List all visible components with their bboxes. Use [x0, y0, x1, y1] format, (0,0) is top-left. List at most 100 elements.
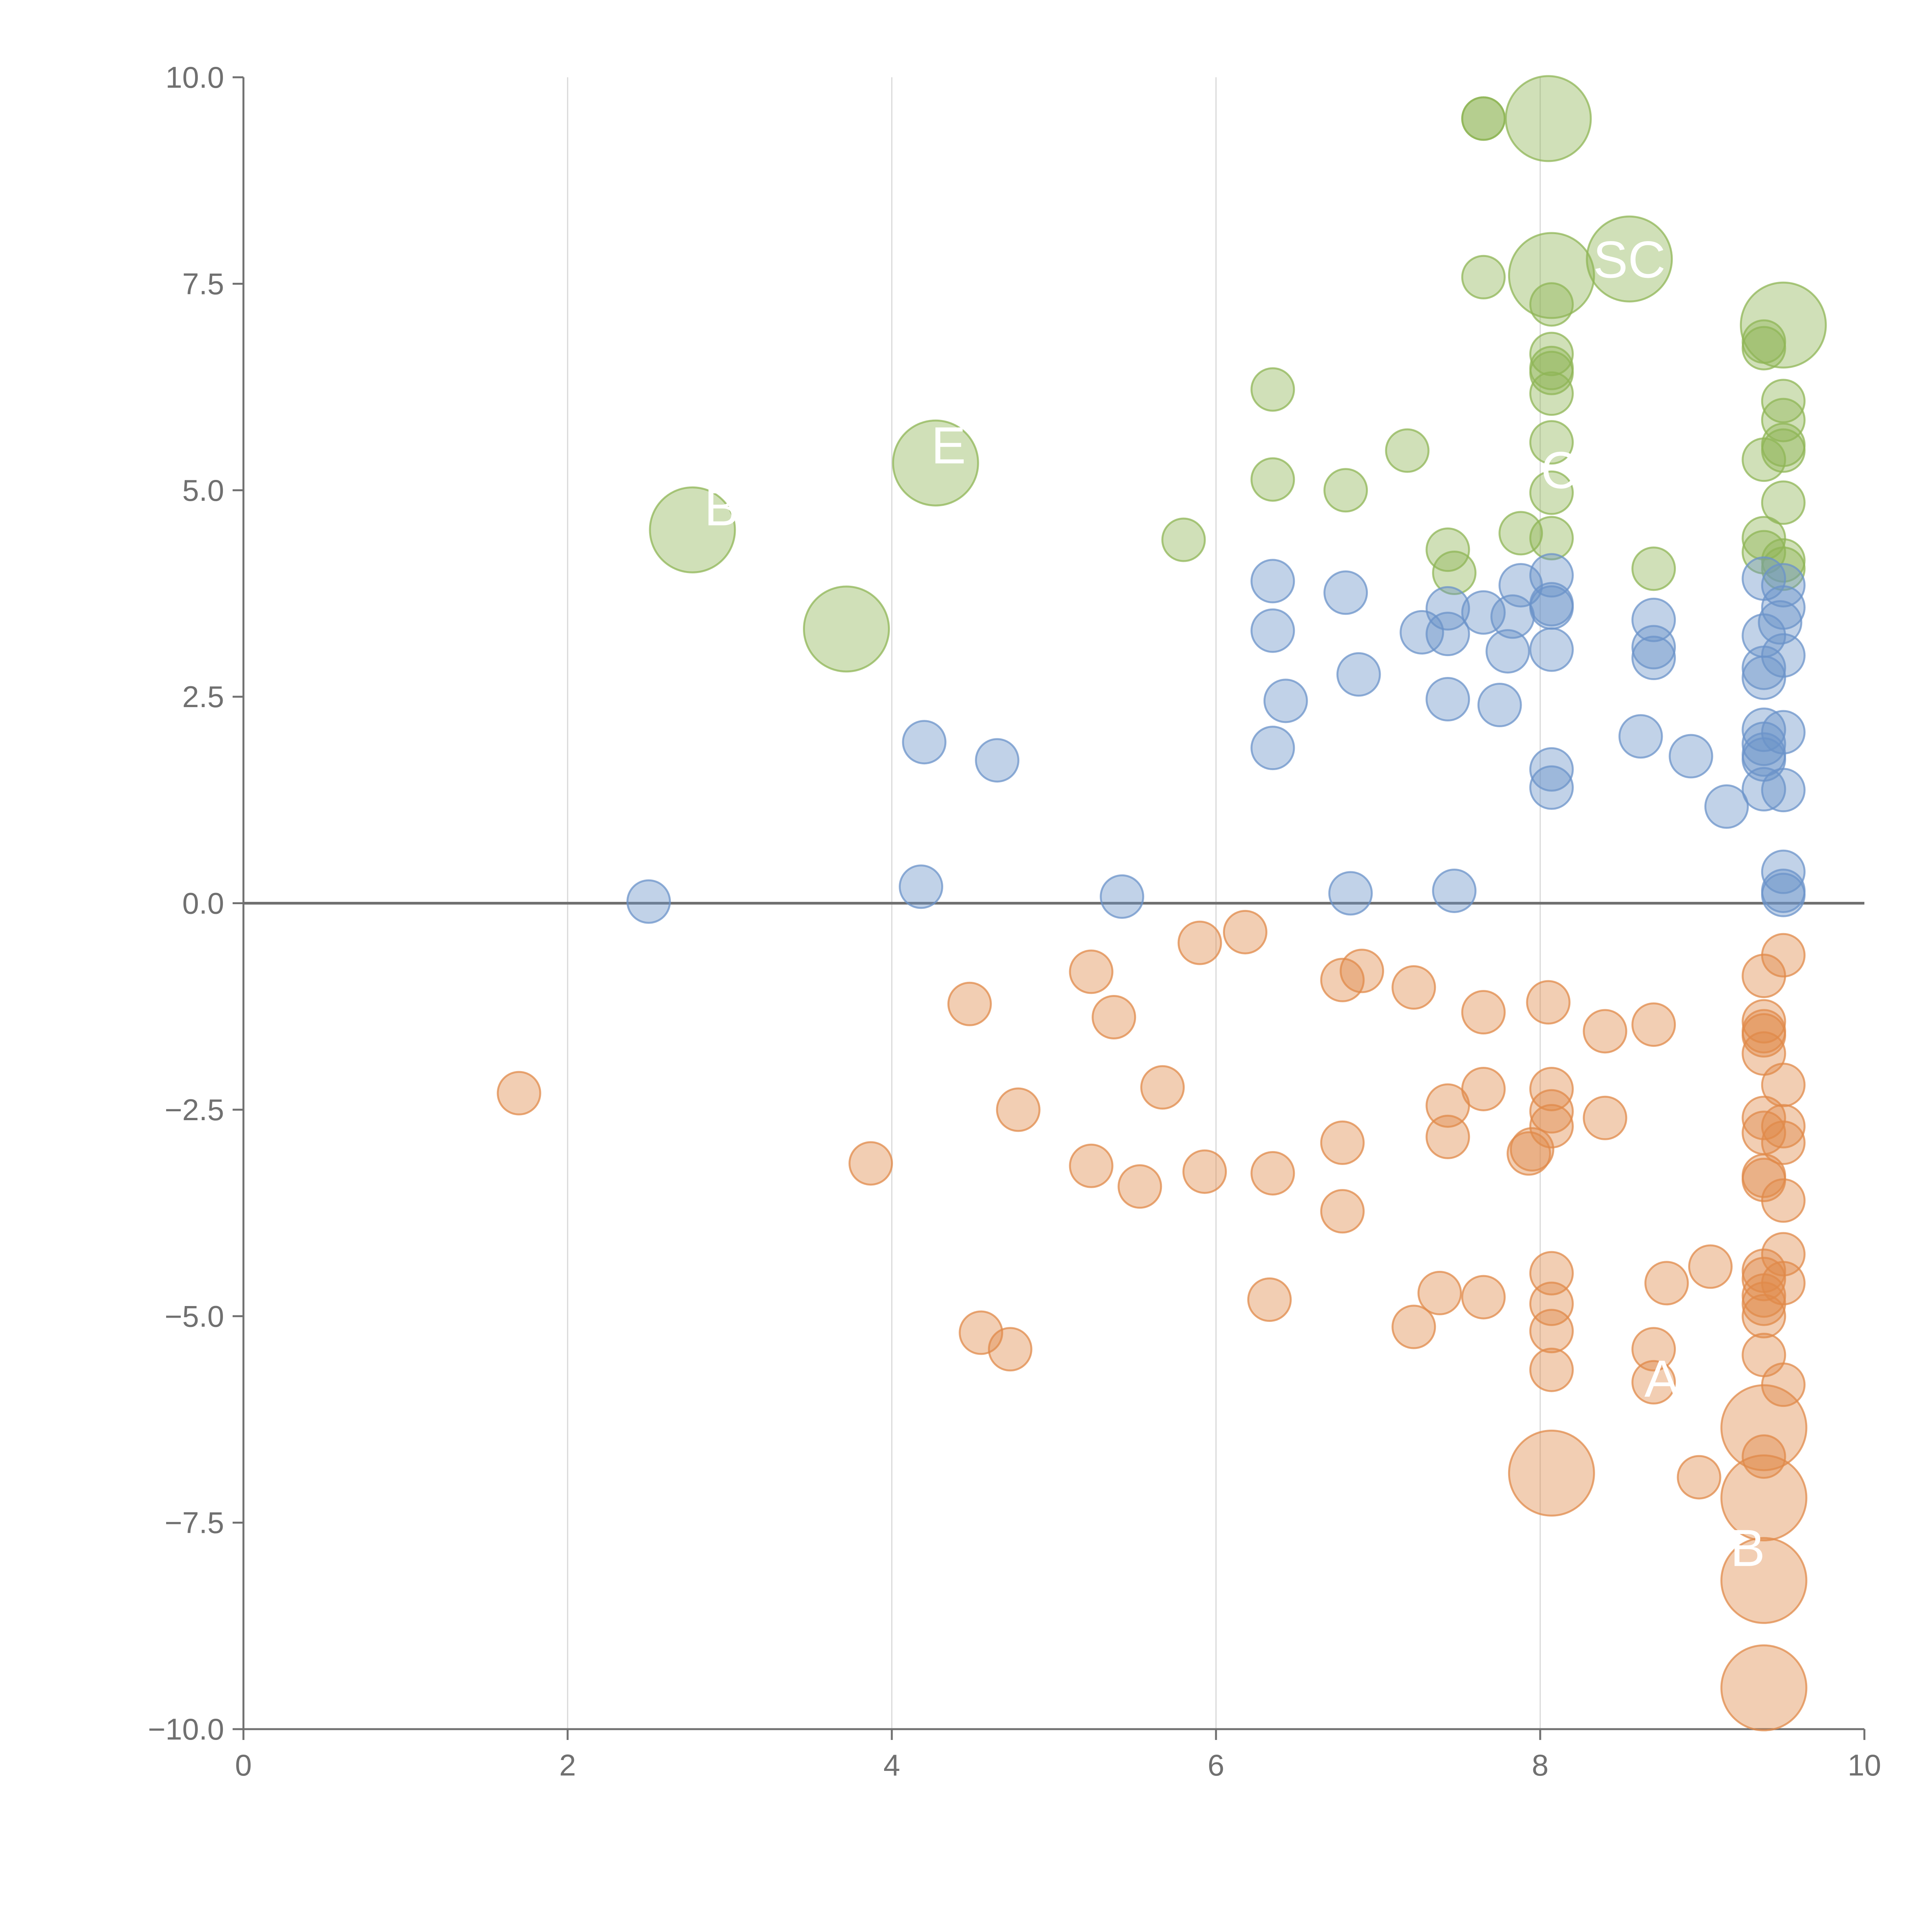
- bubble-annotation: B: [1730, 1519, 1765, 1577]
- data-point-negative: [1182, 1149, 1227, 1194]
- data-point-negative: [947, 981, 992, 1026]
- data-point-positive: [1263, 679, 1308, 723]
- data-point-high: [1586, 215, 1673, 303]
- data-point-positive: [1477, 683, 1522, 727]
- data-point-negative: [1761, 1178, 1806, 1223]
- data-point-negative: [1631, 1360, 1676, 1405]
- data-point-negative: [1742, 1257, 1786, 1301]
- data-point-positive: [1704, 784, 1749, 829]
- data-point-high: [1529, 470, 1574, 515]
- data-point-negative: [1320, 957, 1365, 1002]
- data-point-negative: [996, 1087, 1041, 1132]
- data-point-high: [1250, 457, 1295, 502]
- data-point-high: [1529, 282, 1574, 327]
- data-point-positive: [1631, 625, 1676, 670]
- data-point-high: [1761, 398, 1806, 442]
- y-tick-label: −7.5: [165, 1506, 224, 1540]
- data-point-negative: [1510, 1127, 1554, 1172]
- data-point-negative: [848, 1141, 893, 1186]
- bubble-annotation: C: [1541, 441, 1579, 499]
- data-point-positive: [1485, 629, 1530, 674]
- annotation-labels: SC C E B A B: [704, 230, 1765, 1577]
- data-point-negative: [1688, 1244, 1733, 1289]
- data-point-negative: [988, 1327, 1032, 1372]
- bubble-annotation: E: [931, 416, 966, 474]
- data-point-positive: [1761, 849, 1806, 894]
- y-tick-label: 2.5: [182, 680, 224, 714]
- data-point-positive: [1742, 767, 1786, 812]
- data-point-negative: [1391, 1304, 1436, 1349]
- data-point-high: [1742, 319, 1786, 364]
- y-tick-label: −10.0: [148, 1712, 224, 1746]
- data-point-high: [1742, 437, 1786, 482]
- data-point-negative: [1425, 1114, 1470, 1159]
- data-point-high: [1432, 551, 1477, 595]
- data-point-positive: [975, 738, 1020, 783]
- data-point-positive: [626, 879, 671, 924]
- data-point-negative: [959, 1310, 1003, 1355]
- bubble-annotation: B: [704, 478, 739, 537]
- data-point-negative: [1742, 1434, 1786, 1479]
- data-point-negative: [1069, 949, 1114, 994]
- data-point-positive: [1742, 655, 1786, 700]
- data-point-negative: [1223, 910, 1268, 954]
- data-point-negative: [1526, 980, 1571, 1025]
- data-point-negative: [1644, 1261, 1689, 1306]
- data-point-positive: [1761, 872, 1806, 917]
- data-point-negative: [1761, 1063, 1806, 1107]
- bubble-annotation: A: [1645, 1350, 1679, 1408]
- data-point-positive: [1529, 747, 1574, 792]
- data-point-negative: [1140, 1065, 1185, 1110]
- y-tick-label: −2.5: [165, 1093, 224, 1127]
- data-point-positive: [1761, 563, 1806, 608]
- data-point-high: [1631, 546, 1676, 591]
- data-point-negative: [1529, 1281, 1574, 1326]
- x-tick-label: 0: [235, 1748, 252, 1782]
- data-point-negative: [1742, 1294, 1786, 1338]
- data-point-positive: [1618, 714, 1663, 759]
- data-point-negative: [1583, 1095, 1628, 1140]
- data-point-negative: [1507, 1131, 1551, 1176]
- data-point-high: [1323, 468, 1368, 513]
- y-tick-label: 0.0: [182, 886, 224, 920]
- data-point-positive: [1336, 652, 1381, 697]
- data-point-high: [1761, 480, 1806, 525]
- data-point-high: [1761, 379, 1806, 423]
- data-point-negative: [1631, 1002, 1676, 1047]
- data-point-high: [1385, 428, 1430, 473]
- data-point-positive: [1631, 636, 1676, 680]
- data-point-positive: [1425, 677, 1470, 722]
- data-points: [497, 75, 1827, 1731]
- data-point-negative: [1177, 920, 1222, 965]
- data-point-positive: [1432, 868, 1477, 913]
- data-point-positive: [1250, 726, 1295, 770]
- x-tick-label: 2: [559, 1748, 576, 1782]
- data-point-negative: [1250, 1151, 1295, 1196]
- data-point-positive: [1425, 612, 1470, 656]
- data-point-positive: [1761, 768, 1806, 813]
- x-tick-label: 4: [883, 1748, 900, 1782]
- data-point-positive: [1328, 871, 1373, 916]
- data-point-negative: [1742, 954, 1786, 998]
- data-point-negative: [1320, 1120, 1365, 1165]
- data-point-positive: [1529, 585, 1574, 630]
- data-point-positive: [1461, 590, 1506, 635]
- data-point-positive: [1529, 765, 1574, 810]
- data-point-negative: [1529, 1066, 1574, 1111]
- data-point-negative: [1529, 1089, 1574, 1134]
- data-point-positive: [1323, 570, 1368, 615]
- data-point-positive: [1529, 627, 1574, 672]
- data-point-positive: [1250, 608, 1295, 653]
- data-point-high: [1461, 255, 1506, 299]
- axes: 0 2 4 6 8 10 10.0 7.5 5.0 2.5 0.0 −2.5 −5.0 −7.5 −10.0: [148, 60, 1881, 1782]
- data-point-negative: [1508, 1429, 1595, 1517]
- data-point-positive: [1400, 610, 1444, 655]
- data-point-positive: [899, 864, 944, 909]
- data-point-negative: [1720, 1454, 1808, 1541]
- data-point-negative: [1742, 1013, 1786, 1058]
- data-point-positive: [1250, 559, 1295, 604]
- data-point-high: [1250, 367, 1295, 412]
- y-tick-label: −5.0: [165, 1299, 224, 1333]
- data-point-negative: [1720, 1644, 1808, 1731]
